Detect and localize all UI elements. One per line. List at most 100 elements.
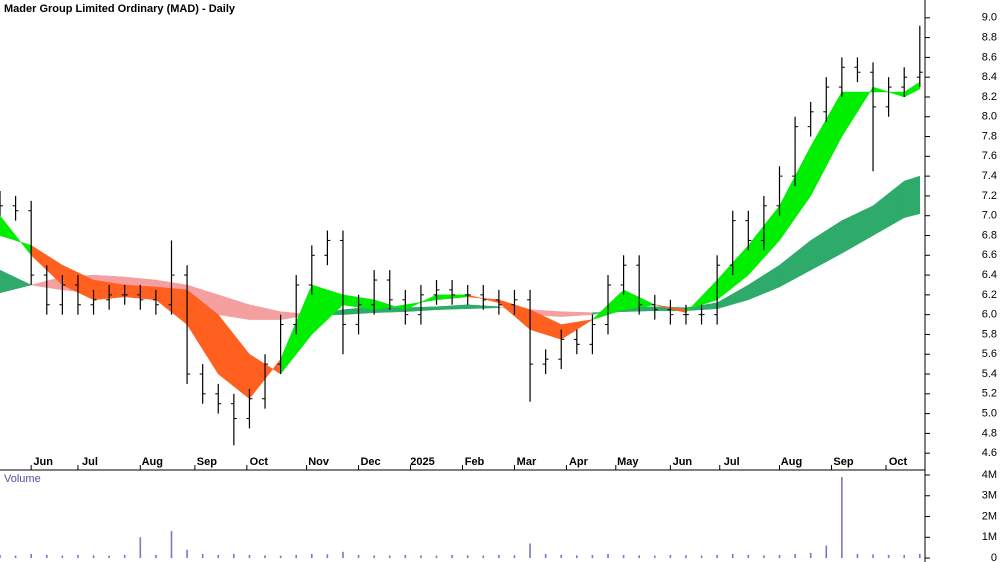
volume-bar <box>482 555 485 559</box>
volume-bar <box>607 553 609 559</box>
volume-bar <box>108 555 110 559</box>
volume-bar <box>809 552 812 559</box>
y-tick-label: 1M <box>982 531 997 543</box>
ribbon-segment <box>872 180 905 236</box>
volume-bar <box>919 553 921 559</box>
volume-bar <box>498 554 500 559</box>
x-tick-label: Aug <box>781 456 802 468</box>
ribbon-segment <box>0 215 32 257</box>
y-tick-label: 5.0 <box>982 408 997 420</box>
volume-bar <box>529 543 531 559</box>
y-tick-label: 5.8 <box>982 328 997 340</box>
y-tick-label: 6.2 <box>982 289 997 301</box>
volume-bar <box>77 554 79 559</box>
volume-bar <box>155 554 157 559</box>
volume-bar <box>30 553 32 559</box>
x-tick-label: Apr <box>569 456 589 468</box>
y-tick-label: 8.2 <box>982 91 997 103</box>
volume-bar <box>763 555 765 559</box>
volume-bar <box>186 549 188 559</box>
x-tick-label: Sep <box>833 456 853 468</box>
y-tick-label: 0 <box>991 552 997 562</box>
ribbon-segment <box>841 205 874 254</box>
volume-bar <box>217 554 220 559</box>
x-tick-label: Dec <box>360 456 380 468</box>
volume-bar <box>794 553 796 559</box>
volume-bar <box>560 554 563 559</box>
ribbon-segment <box>218 313 250 400</box>
volume-bar <box>903 554 906 559</box>
y-tick-label: 5.2 <box>982 388 997 400</box>
volume-bar <box>139 537 142 559</box>
volume-bar <box>404 554 407 559</box>
volume-bar <box>123 554 126 559</box>
y-tick-label: 7.2 <box>982 190 997 202</box>
volume-bar <box>451 554 453 559</box>
ribbon-segment <box>218 294 250 320</box>
volume-bar <box>420 555 422 559</box>
volume-bar <box>170 531 173 559</box>
volume-bar <box>544 553 547 559</box>
volume-bar <box>295 554 298 559</box>
x-tick-label: Nov <box>308 456 330 468</box>
y-tick-label: 4M <box>982 469 997 481</box>
volume-bar <box>856 553 859 559</box>
volume-bar <box>778 554 781 559</box>
volume-bar <box>357 554 360 559</box>
x-tick-label: Feb <box>465 456 485 468</box>
ribbon-segment <box>0 269 32 294</box>
volume-bar <box>342 551 344 559</box>
volume-bar <box>669 554 672 559</box>
volume-bar <box>825 545 828 559</box>
y-tick-label: 8.0 <box>982 111 997 123</box>
volume-bar <box>310 553 313 559</box>
volume-bar <box>14 555 17 559</box>
volume-bar <box>388 555 391 559</box>
ribbon-segment <box>903 175 921 219</box>
y-tick-label: 8.8 <box>982 32 997 44</box>
y-tick-label: 6.4 <box>982 269 997 281</box>
x-tick-label: Aug <box>142 456 163 468</box>
x-tick-label: May <box>617 456 639 468</box>
ribbon-segment <box>748 264 780 301</box>
x-tick-label: Jul <box>724 456 740 468</box>
ribbon-segment <box>841 86 874 138</box>
x-tick-label: Jul <box>82 456 98 468</box>
volume-bar <box>716 554 718 559</box>
volume-bar <box>653 555 656 559</box>
y-tick-label: 6.8 <box>982 229 997 241</box>
ribbon-segment <box>560 311 593 317</box>
volume-bar <box>435 555 438 559</box>
volume-bar <box>622 554 625 559</box>
volume-bar <box>731 553 734 559</box>
y-tick-label: 8.4 <box>982 71 997 83</box>
y-tick-label: 4.6 <box>982 447 997 459</box>
volume-bar <box>233 553 235 559</box>
x-tick-label: Oct <box>250 456 269 468</box>
ribbon-segment <box>810 220 843 271</box>
volume-bar <box>841 477 843 559</box>
volume-bar <box>747 554 750 559</box>
y-tick-label: 6.0 <box>982 309 997 321</box>
ribbon-segment <box>311 284 344 336</box>
x-tick-label: Oct <box>889 456 908 468</box>
volume-bar <box>638 555 640 559</box>
ribbon-segment <box>779 239 811 288</box>
volume-bar <box>201 553 204 559</box>
y-tick-label: 7.0 <box>982 210 997 222</box>
volume-bar <box>887 554 890 559</box>
x-tick-label: Sep <box>197 456 217 468</box>
volume-bar <box>700 555 703 559</box>
volume-bar <box>61 555 64 559</box>
y-tick-label: 2M <box>982 510 997 522</box>
volume-bar <box>591 554 594 559</box>
volume-bar <box>264 555 266 559</box>
y-tick-label: 4.8 <box>982 427 997 439</box>
volume-bar <box>872 554 874 559</box>
y-tick-label: 8.6 <box>982 51 997 63</box>
y-tick-label: 6.6 <box>982 249 997 261</box>
volume-bar <box>92 555 95 559</box>
volume-bar <box>0 554 1 559</box>
y-tick-label: 7.8 <box>982 130 997 142</box>
